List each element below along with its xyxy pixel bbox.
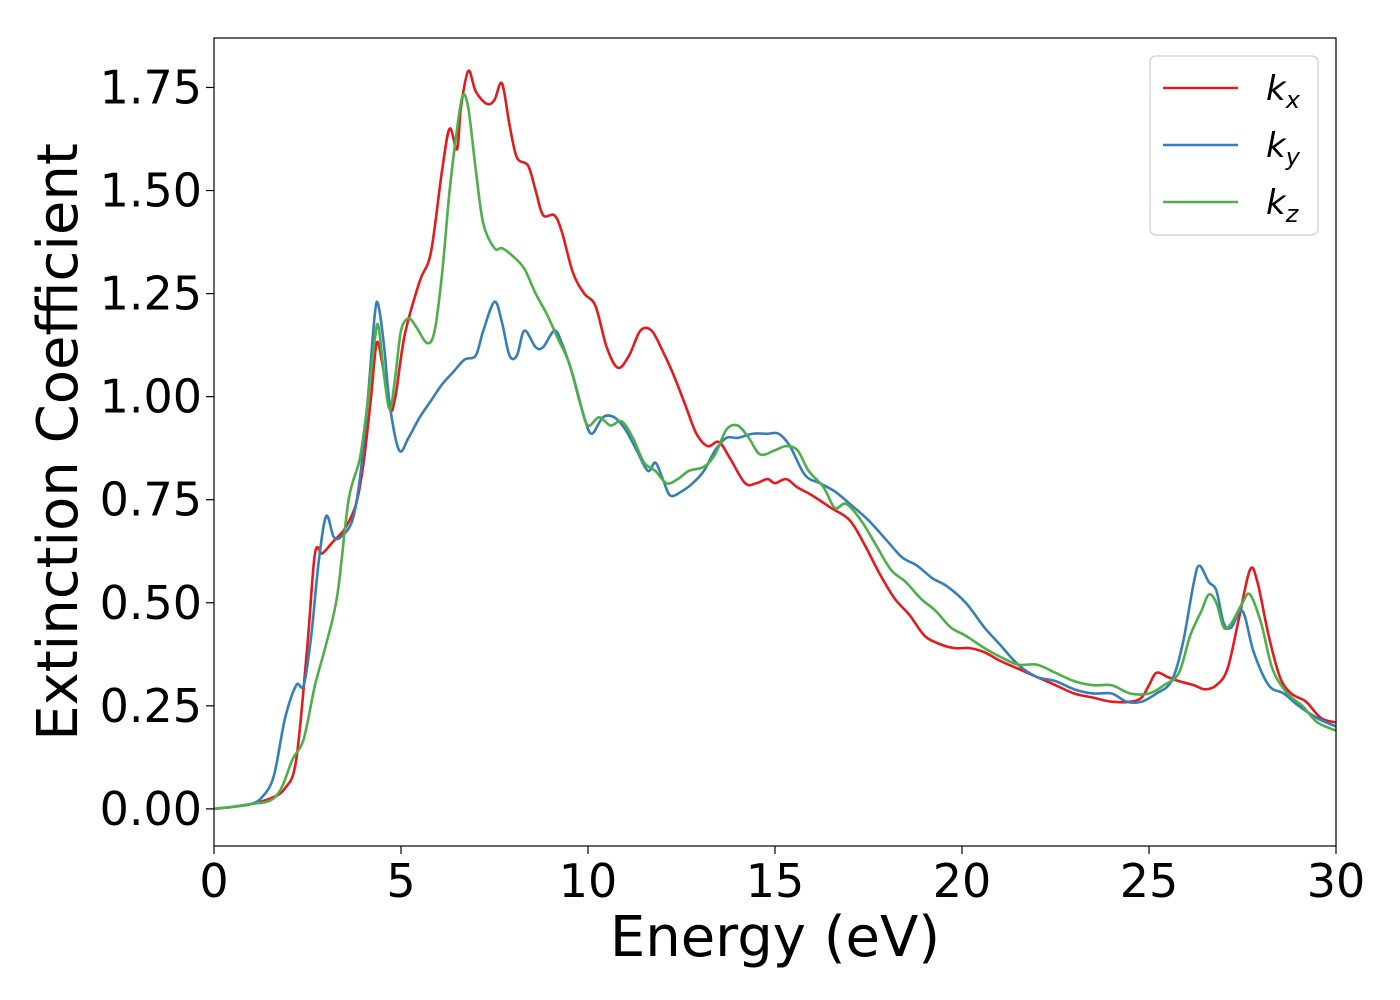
series-layer — [214, 69, 1336, 811]
x-axis-ticks: 0 5 10 15 20 25 30 — [199, 846, 1365, 908]
x-tick-label: 30 — [1307, 854, 1366, 908]
x-tick-label: 10 — [559, 854, 618, 908]
y-tick-label: 0.75 — [100, 473, 202, 527]
legend-items: kx ky kz — [1163, 69, 1301, 228]
x-tick-label: 15 — [746, 854, 805, 908]
y-tick-label: 1.25 — [100, 267, 202, 321]
x-tick-label: 20 — [933, 854, 992, 908]
legend-label-k-x: kx — [1266, 69, 1301, 114]
y-tick-label: 1.00 — [100, 370, 202, 424]
legend-label-k-y: ky — [1266, 126, 1301, 171]
series-line-k-y — [214, 300, 1336, 811]
series-line-k-z — [214, 93, 1336, 811]
legend: kx ky kz — [1149, 55, 1319, 236]
y-tick-label: 1.50 — [100, 164, 202, 218]
x-tick-label: 0 — [199, 854, 228, 908]
y-tick-label: 1.75 — [100, 60, 202, 114]
y-axis-ticks: 0.00 0.25 0.50 0.75 1.00 1.25 1.50 1.75 — [100, 60, 214, 836]
y-tick-label: 0.50 — [100, 576, 202, 630]
legend-label-k-z: kz — [1266, 183, 1300, 228]
x-tick-label: 25 — [1120, 854, 1179, 908]
x-axis-title: Energy (eV) — [610, 905, 940, 970]
y-tick-label: 0.00 — [100, 782, 202, 836]
y-axis-title: Extinction Coefficient — [26, 143, 91, 741]
y-tick-label: 0.25 — [100, 679, 202, 733]
x-tick-label: 5 — [386, 854, 415, 908]
